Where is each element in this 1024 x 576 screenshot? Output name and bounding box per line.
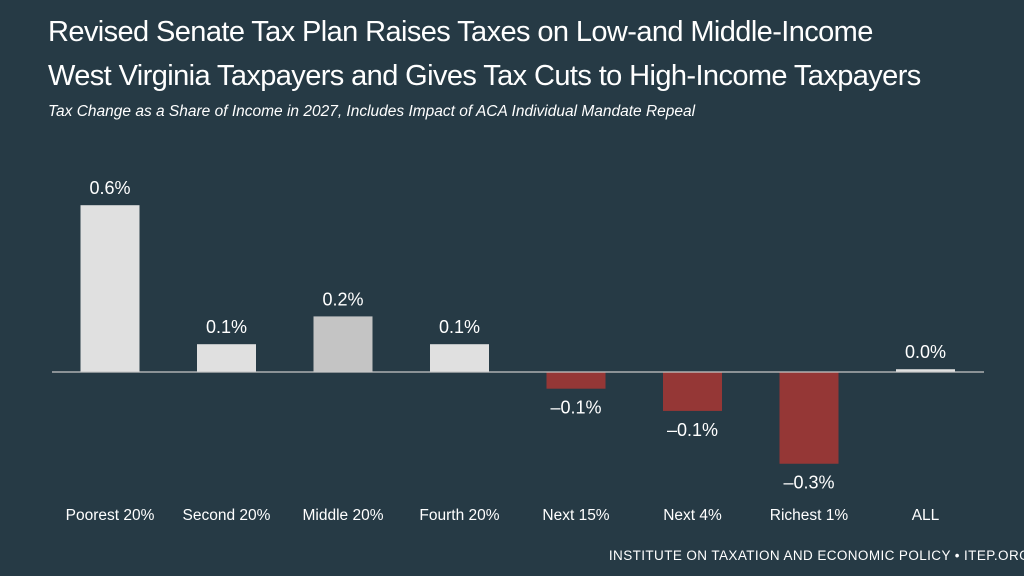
data-label-4: 0.1%	[439, 317, 480, 337]
chart-title-line-2: West Virginia Taxpayers and Gives Tax Cu…	[48, 60, 921, 92]
data-label-5: –0.1%	[550, 398, 601, 418]
category-label-2: Second 20%	[183, 507, 271, 524]
bar-6	[663, 372, 722, 411]
category-label-5: Next 15%	[542, 507, 609, 524]
category-label-6: Next 4%	[663, 507, 722, 524]
bar-4	[430, 344, 489, 372]
category-label-1: Poorest 20%	[66, 507, 155, 524]
chart-subtitle: Tax Change as a Share of Income in 2027,…	[48, 103, 696, 120]
data-label-6: –0.1%	[667, 420, 718, 440]
bar-2	[197, 344, 256, 372]
category-label-4: Fourth 20%	[419, 507, 499, 524]
source-footer: INSTITUTE ON TAXATION AND ECONOMIC POLIC…	[608, 548, 1024, 563]
bar-7	[779, 372, 839, 464]
data-label-2: 0.1%	[206, 317, 247, 337]
data-label-7: –0.3%	[783, 473, 834, 493]
category-label-3: Middle 20%	[303, 507, 384, 524]
data-label-1: 0.6%	[89, 178, 130, 198]
bar-1	[80, 205, 140, 372]
category-label-8: ALL	[912, 507, 940, 524]
data-label-8: 0.0%	[905, 342, 946, 362]
bar-3	[313, 316, 373, 372]
data-label-3: 0.2%	[322, 289, 363, 309]
bar-5	[546, 372, 606, 389]
chart-title: Revised Senate Tax Plan Raises Taxes on …	[48, 10, 1008, 98]
category-label-7: Richest 1%	[770, 507, 849, 524]
chart-title-line-1: Revised Senate Tax Plan Raises Taxes on …	[48, 16, 873, 48]
bar-8	[896, 369, 955, 372]
